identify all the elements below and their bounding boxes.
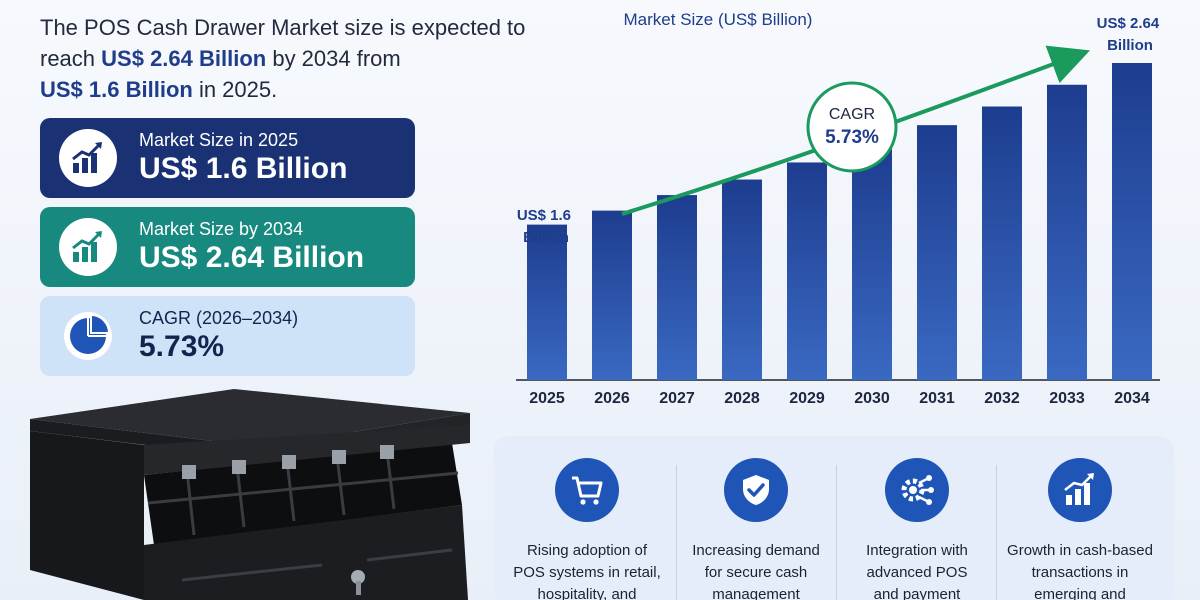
gear-network-icon: [885, 458, 949, 522]
x-tick-label: 2029: [789, 390, 825, 407]
cagr-badge: [806, 81, 898, 173]
cagr-card: CAGR (2026–2034) 5.73%: [40, 296, 415, 376]
bar-2029: [787, 162, 827, 380]
x-tick-label: 2030: [854, 390, 890, 407]
driver-cash-growth: Growth in cash-based transactions in eme…: [995, 458, 1165, 600]
cash-drawer-image: [30, 389, 470, 600]
pie-chart-icon: [59, 307, 117, 365]
bar-2033: [1047, 84, 1087, 380]
card-value: US$ 1.6 Billion: [139, 152, 348, 185]
divider: [836, 465, 837, 600]
driver-text-line: for secure cash: [704, 564, 808, 581]
cagr-badge-label: CAGR: [829, 106, 875, 123]
headline: The POS Cash Drawer Market size is expec…: [40, 12, 540, 105]
bar-2030: [852, 145, 892, 380]
driver-text-line: Integration with: [866, 542, 968, 559]
bar-2032: [982, 106, 1022, 381]
driver-text-line: hospitality, and: [537, 586, 637, 600]
bar-2027: [657, 195, 697, 380]
x-tick-label: 2026: [594, 390, 630, 407]
card-label: Market Size in 2025: [139, 130, 299, 150]
driver-text-line: Growth in cash-based: [1007, 542, 1153, 559]
growth-chart-icon: [59, 129, 117, 187]
bar-2034: [1112, 63, 1152, 380]
bar-2025: [527, 224, 567, 380]
headline-part2: by 2034 from: [266, 46, 401, 71]
x-tick-label: 2028: [724, 390, 760, 407]
bar-2028: [722, 179, 762, 380]
driver-secure-cash: Increasing demand for secure cash manage…: [671, 458, 841, 600]
card-label: CAGR (2026–2034): [139, 308, 299, 328]
x-tick-label: 2034: [1114, 390, 1150, 407]
end-value-label: US$ 2.64 Billion: [1097, 15, 1164, 54]
driver-text-line: Rising adoption of: [526, 542, 648, 559]
driver-pos-integration: Integration with advanced POS and paymen…: [832, 458, 1002, 600]
cagr-badge-value: 5.73%: [825, 127, 879, 148]
driver-retail-adoption: Rising adoption of POS systems in retail…: [502, 458, 672, 600]
headline-part1: The POS Cash Drawer Market size is expec…: [40, 15, 526, 71]
shield-check-icon: [724, 458, 788, 522]
start-value-label: US$ 1.6 Billion: [517, 207, 575, 246]
x-tick-label: 2031: [919, 390, 955, 407]
headline-highlight-2034: US$ 2.64 Billion: [101, 46, 267, 71]
x-tick-label: 2027: [659, 390, 695, 407]
card-label: Market Size by 2034: [139, 219, 304, 239]
divider: [676, 465, 677, 600]
x-tick-label: 2025: [529, 390, 565, 407]
market-size-bar-chart: Market Size (US$ Billion) 2025 2026 2027 20…: [516, 10, 1164, 407]
chart-title: Market Size (US$ Billion): [624, 10, 813, 29]
driver-text-line: POS systems in retail,: [513, 564, 661, 581]
bar-growth-icon: [1048, 458, 1112, 522]
headline-part3: in 2025.: [192, 77, 278, 102]
driver-text-line: advanced POS: [866, 564, 968, 581]
driver-text-line: management: [712, 586, 800, 600]
market-size-2025-card: Market Size in 2025 US$ 1.6 Billion: [40, 118, 415, 198]
bar-2026: [592, 210, 632, 380]
card-value: 5.73%: [139, 330, 225, 363]
market-size-2034-card: Market Size by 2034 US$ 2.64 Billion: [40, 207, 415, 287]
bar-2031: [917, 125, 957, 380]
shopping-cart-icon: [555, 458, 619, 522]
x-tick-label: 2032: [984, 390, 1020, 407]
driver-text-line: emerging and: [1034, 586, 1126, 600]
driver-text-line: Increasing demand: [692, 542, 820, 559]
divider: [996, 465, 997, 600]
card-value: US$ 2.64 Billion: [139, 241, 365, 274]
driver-text-line: transactions in: [1031, 564, 1129, 581]
headline-highlight-2025: US$ 1.6 Billion: [40, 77, 193, 102]
growth-chart-icon: [59, 218, 117, 276]
driver-text-line: and payment: [873, 586, 961, 600]
x-tick-label: 2033: [1049, 390, 1085, 407]
